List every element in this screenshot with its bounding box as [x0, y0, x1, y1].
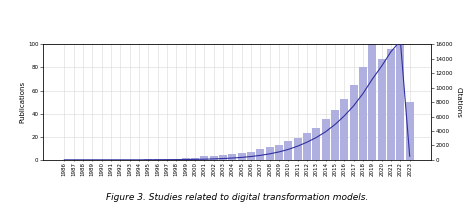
Bar	[396, 0, 404, 160]
Bar	[331, 110, 339, 160]
Bar	[247, 152, 255, 160]
Bar	[163, 159, 171, 160]
Bar	[350, 85, 358, 160]
Bar	[145, 159, 152, 160]
Bar	[406, 102, 414, 160]
Bar	[237, 153, 246, 160]
Bar	[322, 119, 329, 160]
Bar	[275, 145, 283, 160]
Bar	[284, 141, 292, 160]
Y-axis label: Publications: Publications	[19, 81, 25, 123]
Bar	[228, 154, 237, 160]
Bar	[359, 67, 367, 160]
Bar	[256, 149, 264, 160]
Bar	[201, 156, 208, 160]
Bar	[294, 138, 301, 160]
Bar	[312, 127, 320, 160]
Bar	[378, 59, 386, 160]
Bar	[368, 44, 376, 160]
Text: Figure 3. Studies related to digital transformation models.: Figure 3. Studies related to digital tra…	[106, 193, 368, 202]
Bar	[303, 133, 311, 160]
Bar	[219, 155, 227, 160]
Bar	[210, 156, 218, 160]
Bar	[340, 99, 348, 160]
Bar	[173, 159, 180, 160]
Bar	[191, 158, 199, 160]
Bar	[266, 147, 273, 160]
Y-axis label: Citations: Citations	[456, 87, 461, 118]
Bar	[387, 49, 395, 160]
Bar	[154, 159, 162, 160]
Bar	[182, 158, 190, 160]
